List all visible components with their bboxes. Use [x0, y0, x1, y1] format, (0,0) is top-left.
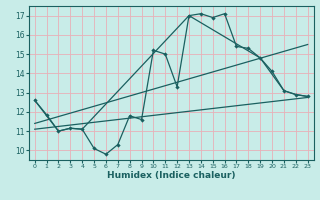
X-axis label: Humidex (Indice chaleur): Humidex (Indice chaleur) — [107, 171, 236, 180]
